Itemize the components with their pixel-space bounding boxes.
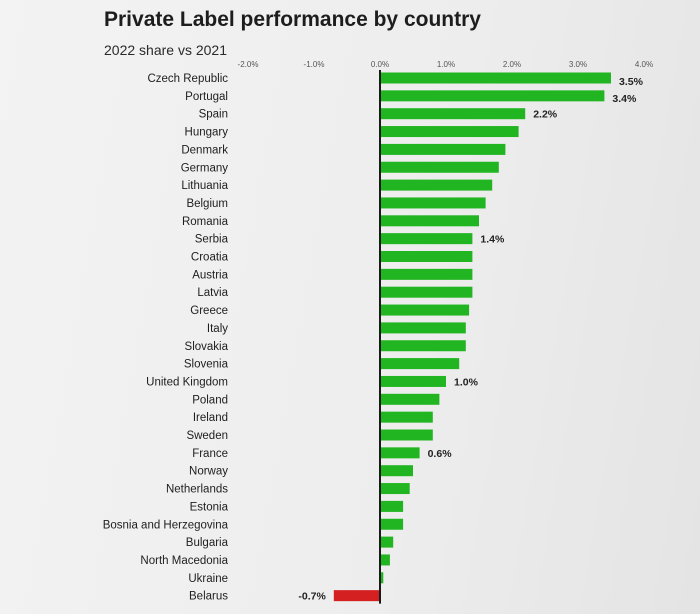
chart-subtitle: 2022 share vs 2021 bbox=[104, 42, 227, 58]
data-label: 3.4% bbox=[612, 93, 637, 105]
bar bbox=[333, 590, 380, 602]
bar bbox=[380, 197, 486, 209]
category-label: Greece bbox=[190, 305, 228, 317]
bar bbox=[380, 179, 493, 191]
category-label: Denmark bbox=[181, 144, 228, 156]
category-label: Croatia bbox=[191, 252, 229, 264]
category-label: Lithuania bbox=[181, 180, 228, 192]
bar bbox=[380, 215, 479, 227]
x-tick-label: 2.0% bbox=[503, 60, 521, 69]
category-label: France bbox=[192, 448, 228, 460]
category-label: Slovenia bbox=[184, 359, 229, 371]
bar bbox=[380, 572, 384, 584]
bar bbox=[380, 375, 446, 387]
category-label: Serbia bbox=[195, 234, 229, 246]
bar bbox=[380, 304, 470, 316]
bar bbox=[380, 536, 394, 548]
x-tick-label: -2.0% bbox=[238, 60, 259, 69]
bar bbox=[380, 251, 473, 262]
bar bbox=[380, 429, 433, 441]
bar bbox=[380, 340, 466, 352]
data-label: 0.6% bbox=[428, 448, 453, 460]
bar bbox=[380, 322, 466, 334]
category-label: Italy bbox=[207, 323, 228, 335]
bar bbox=[380, 411, 433, 423]
bar bbox=[380, 518, 404, 530]
bar bbox=[380, 465, 413, 477]
bar bbox=[380, 126, 519, 138]
bar bbox=[380, 500, 404, 512]
data-label: 2.2% bbox=[533, 109, 558, 121]
category-label: Ireland bbox=[193, 412, 228, 424]
bar bbox=[380, 72, 611, 84]
data-label: -0.7% bbox=[298, 591, 326, 603]
category-label: Austria bbox=[192, 269, 228, 281]
category-label: Belgium bbox=[186, 198, 228, 210]
bar bbox=[380, 233, 473, 245]
bar bbox=[380, 483, 410, 495]
bar bbox=[380, 90, 605, 102]
category-label: Sweden bbox=[186, 430, 228, 442]
category-label: Bulgaria bbox=[186, 537, 229, 549]
category-label: Norway bbox=[189, 466, 228, 478]
category-label: Germany bbox=[181, 162, 229, 174]
bar bbox=[380, 447, 420, 459]
category-label: Slovakia bbox=[185, 341, 229, 353]
category-label: Hungary bbox=[185, 127, 229, 139]
category-label: Belarus bbox=[189, 591, 228, 603]
chart-title: Private Label performance by country bbox=[104, 8, 481, 31]
category-label: Latvia bbox=[197, 287, 228, 299]
data-label: 1.4% bbox=[480, 234, 505, 246]
bar bbox=[380, 108, 526, 120]
data-label: 3.5% bbox=[619, 76, 644, 88]
category-label: Romania bbox=[182, 216, 229, 228]
bar bbox=[380, 286, 473, 298]
bar bbox=[380, 554, 390, 566]
bar bbox=[380, 268, 473, 280]
bar bbox=[380, 393, 440, 405]
data-label: 1.0% bbox=[454, 376, 479, 388]
category-label: Spain bbox=[199, 109, 228, 121]
category-label: United Kingdom bbox=[146, 376, 228, 388]
category-label: Ukraine bbox=[188, 573, 228, 585]
x-tick-label: 3.0% bbox=[569, 60, 587, 69]
x-tick-label: 0.0% bbox=[371, 60, 389, 69]
bar bbox=[380, 358, 460, 370]
category-label: Portugal bbox=[185, 91, 228, 103]
category-label: North Macedonia bbox=[140, 555, 228, 567]
category-label: Estonia bbox=[190, 501, 229, 513]
category-label: Netherlands bbox=[166, 484, 228, 496]
x-tick-label: -1.0% bbox=[304, 60, 325, 69]
x-tick-label: 4.0% bbox=[635, 60, 653, 69]
x-tick-label: 1.0% bbox=[437, 60, 455, 69]
bar bbox=[380, 143, 506, 155]
category-label: Czech Republic bbox=[147, 73, 228, 85]
category-label: Bosnia and Herzegovina bbox=[103, 519, 229, 531]
bar bbox=[380, 161, 499, 173]
category-label: Poland bbox=[192, 394, 228, 406]
